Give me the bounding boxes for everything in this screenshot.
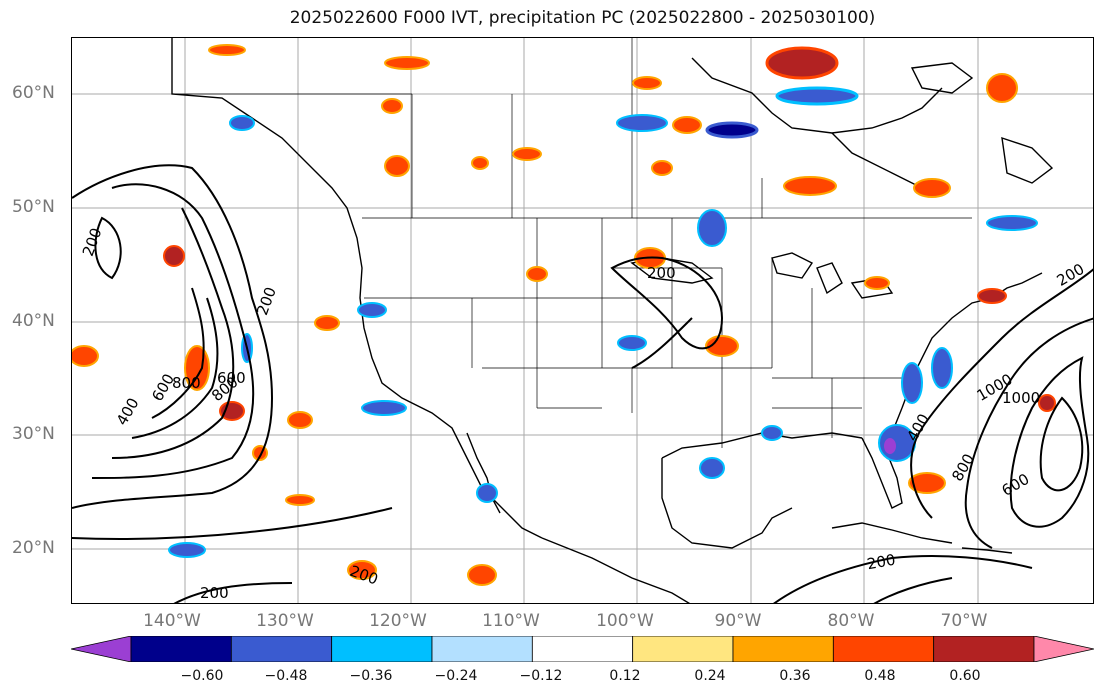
colorbar (71, 636, 1094, 662)
colorbar-segment (531, 636, 634, 662)
lon-label-100w: 100°W (596, 611, 654, 631)
colorbar-tick: 0.48 (864, 668, 896, 684)
lon-label-120w: 120°W (369, 611, 427, 631)
colorbar-tick: 0.24 (694, 668, 726, 684)
precip-negative-patches (168, 86, 1038, 558)
graticule (72, 38, 1093, 603)
contour-label: 600 (217, 369, 246, 387)
lon-label-80w: 80°W (827, 611, 875, 631)
map-panel: 200 200 200 400 600 800 800 600 1000 400… (71, 37, 1094, 604)
colorbar-tick: −0.60 (180, 668, 224, 684)
colorbar-extend-high (1033, 636, 1094, 662)
colorbar-segment (230, 636, 333, 662)
ivt-contours (72, 164, 1093, 603)
map-title: 2025022600 F000 IVT, precipitation PC (2… (289, 8, 876, 28)
contour-label: 200 (253, 285, 280, 318)
colorbar-tick: 0.36 (779, 668, 811, 684)
colorbar-segment (732, 636, 834, 662)
colorbar-extend-low (71, 636, 132, 662)
contour-label: 200 (866, 551, 897, 574)
colorbar-tick: −0.48 (264, 668, 308, 684)
lon-label-130w: 130°W (256, 611, 314, 631)
lon-label-110w: 110°W (482, 611, 540, 631)
coastlines (171, 38, 1054, 603)
colorbar-segment (431, 636, 533, 662)
contour-label: 200 (647, 264, 676, 282)
colorbar-tick: −0.24 (434, 668, 478, 684)
contour-label: 600 (999, 470, 1033, 500)
contour-label: 200 (200, 584, 229, 602)
colorbar-tick: −0.12 (519, 668, 563, 684)
colorbar-segment (933, 636, 1035, 662)
colorbar-tick: −0.36 (349, 668, 393, 684)
precip-positive-patches (72, 44, 1056, 586)
lon-label-70w: 70°W (940, 611, 988, 631)
lat-label-60n: 60°N (12, 83, 55, 103)
contour-label: 1000 (1002, 389, 1040, 407)
colorbar-segment (331, 636, 433, 662)
lon-label-140w: 140°W (143, 611, 201, 631)
colorbar-segment (832, 636, 935, 662)
colorbar-segment (130, 636, 232, 662)
lon-label-90w: 90°W (714, 611, 762, 631)
lat-label-40n: 40°N (12, 311, 55, 331)
contour-label: 200 (79, 226, 106, 259)
colorbar-tick: 0.60 (949, 668, 981, 684)
colorbar-segment (632, 636, 734, 662)
contour-label: 800 (172, 374, 201, 392)
contour-label: 400 (113, 395, 143, 429)
colorbar-tick: 0.12 (609, 668, 641, 684)
lat-label-30n: 30°N (12, 424, 55, 444)
lat-label-20n: 20°N (12, 538, 55, 558)
map-canvas: 200 200 200 400 600 800 800 600 1000 400… (72, 38, 1093, 603)
lat-label-50n: 50°N (12, 197, 55, 217)
